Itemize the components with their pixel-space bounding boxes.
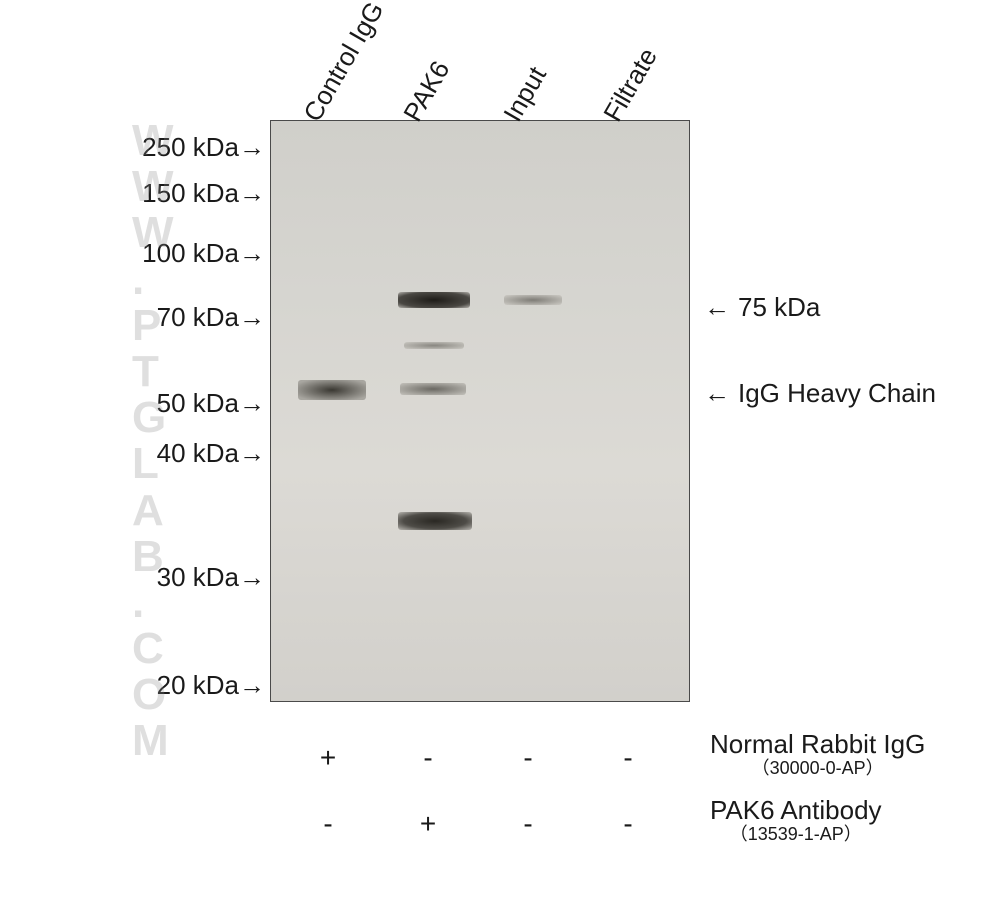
figure-container: Control IgGPAK6InputFiltrate 250 kDa→150… [0,0,1000,903]
lane-label: Control IgG [297,0,390,127]
arrow-right-icon: → [239,670,265,701]
arrow-right-icon: → [239,438,265,469]
treatment-indicator: - [513,808,543,840]
antibody-label: Normal Rabbit IgG（30000-0-AP） [710,730,925,778]
blot-band [404,342,464,349]
treatment-indicator: + [313,742,343,774]
annotation-text: IgG Heavy Chain [738,378,936,408]
lane-label: PAK6 [397,56,456,127]
annotation-label: ← IgG Heavy Chain [704,378,936,409]
marker-label: 100 kDa→ [100,238,265,269]
arrow-left-icon: ← [704,292,730,323]
treatment-indicator: - [613,742,643,774]
treatment-indicator: - [313,808,343,840]
antibody-label: PAK6 Antibody（13539-1-AP） [710,796,882,844]
annotation-label: ← 75 kDa [704,292,820,323]
marker-label: 30 kDa→ [100,562,265,593]
arrow-left-icon: ← [704,378,730,409]
antibody-sub-text: （30000-0-AP） [710,759,925,779]
antibody-sub-text: （13539-1-AP） [710,825,882,845]
annotation-text: 75 kDa [738,292,820,322]
marker-label: 40 kDa→ [100,438,265,469]
arrow-right-icon: → [239,132,265,163]
arrow-right-icon: → [239,178,265,209]
watermark-char: C [132,626,177,672]
marker-label: 70 kDa→ [100,302,265,333]
blot-band [298,380,366,400]
marker-text: 40 kDa [157,438,239,468]
treatment-indicator: + [413,808,443,840]
marker-label: 20 kDa→ [100,670,265,701]
arrow-right-icon: → [239,238,265,269]
arrow-right-icon: → [239,562,265,593]
lane-label: Input [497,61,553,127]
arrow-right-icon: → [239,388,265,419]
treatment-indicator: - [513,742,543,774]
marker-label: 150 kDa→ [100,178,265,209]
blot-band [398,512,472,530]
marker-text: 250 kDa [142,132,239,162]
blot-band [398,292,470,308]
watermark-char: M [132,718,177,764]
marker-text: 20 kDa [157,670,239,700]
arrow-right-icon: → [239,302,265,333]
marker-label: 50 kDa→ [100,388,265,419]
lane-label: Filtrate [597,43,664,127]
marker-text: 50 kDa [157,388,239,418]
watermark-char: A [132,488,177,534]
blot-band [504,295,562,305]
marker-text: 30 kDa [157,562,239,592]
treatment-indicator: - [613,808,643,840]
marker-text: 70 kDa [157,302,239,332]
blot-membrane [270,120,690,702]
marker-text: 100 kDa [142,238,239,268]
blot-band [400,383,466,395]
antibody-main-text: Normal Rabbit IgG [710,729,925,759]
treatment-indicator: - [413,742,443,774]
marker-label: 250 kDa→ [100,132,265,163]
marker-text: 150 kDa [142,178,239,208]
antibody-main-text: PAK6 Antibody [710,795,882,825]
